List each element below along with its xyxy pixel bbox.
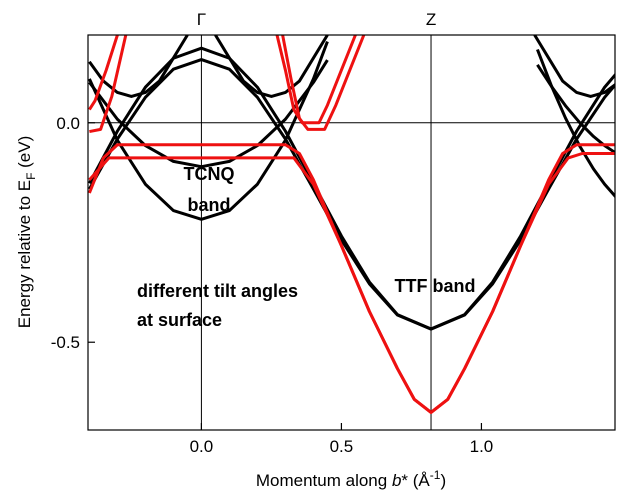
x-tick-label: 0.0 — [190, 437, 214, 456]
x-tick-label: 0.5 — [330, 437, 354, 456]
band-line — [88, 35, 189, 98]
x-label-part: b — [392, 471, 401, 490]
annotation: TCNQ — [184, 164, 235, 184]
x-label-part: Momentum along — [256, 471, 392, 490]
band-line — [89, 35, 128, 134]
annotation: different tilt angles — [137, 281, 298, 301]
y-label-part: (eV) — [15, 136, 34, 173]
x-label-part: -1 — [430, 468, 441, 482]
y-tick-label: 0.0 — [56, 114, 80, 133]
band-line — [214, 35, 329, 98]
x-tick-label: 1.0 — [470, 437, 494, 456]
band-line — [88, 143, 615, 414]
annotation: band — [188, 195, 231, 215]
symmetry-point-label: Z — [426, 10, 436, 29]
band-line — [275, 35, 357, 125]
y-label-part: F — [24, 173, 38, 180]
plot-frame — [87, 34, 616, 431]
y-label-part: Energy relative to E — [15, 180, 34, 328]
y-tick-label: -0.5 — [51, 333, 80, 352]
annotation: TTF band — [395, 276, 476, 296]
y-axis-label: Energy relative to EF (eV) — [15, 136, 38, 329]
annotation: at surface — [137, 310, 222, 330]
x-label-part: ) — [440, 471, 446, 490]
plot-area — [88, 35, 615, 430]
band-line — [533, 35, 615, 98]
band-line — [281, 35, 366, 131]
x-axis-label: Momentum along b* (Å-1) — [256, 468, 446, 490]
band-line — [88, 41, 329, 221]
symmetry-point-label: Γ — [197, 10, 206, 29]
band-line — [88, 59, 329, 169]
band-line — [88, 35, 119, 111]
x-label-part: * (Å — [401, 471, 430, 490]
band-line — [88, 152, 615, 414]
